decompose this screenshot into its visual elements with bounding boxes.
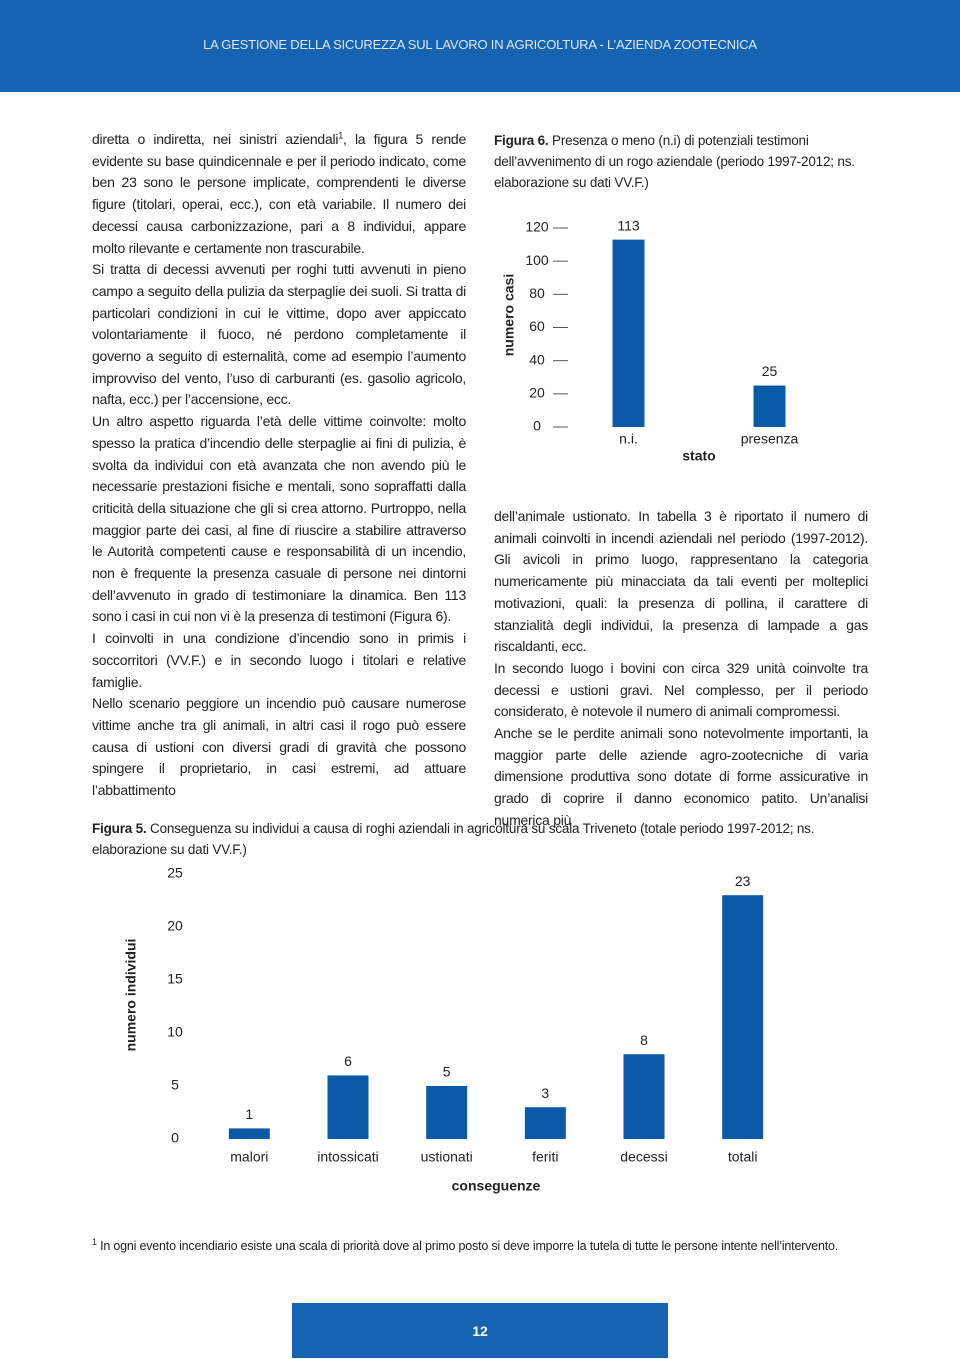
value-label: 6: [344, 1053, 352, 1069]
bar: [612, 239, 645, 427]
value-label: 3: [541, 1085, 549, 1101]
paragraph: Nello scenario peggiore un incendio può …: [92, 695, 466, 799]
text: , la figura 5 rende evidente su base qui…: [92, 131, 466, 256]
x-tick-label: n.i.: [619, 431, 638, 447]
x-axis-title: conseguenze: [452, 1178, 541, 1194]
footnote: 1 In ogni evento incendiario esiste una …: [92, 1236, 839, 1253]
bar: [327, 1075, 369, 1139]
y-tick-label: 80: [529, 285, 545, 301]
footnote-text: In ogni evento incendiario esiste una sc…: [100, 1239, 839, 1253]
right-column: dell’animale ustionato. In tabella 3 è r…: [494, 506, 868, 832]
footnote-ref: 1: [92, 1236, 97, 1247]
caption-label: Figura 5.: [92, 821, 147, 836]
y-tick-label: 100: [525, 252, 549, 268]
x-axis-title: stato: [682, 448, 715, 464]
paragraph: diretta o indiretta, nei sinistri aziend…: [92, 129, 466, 259]
x-tick-label: malori: [230, 1149, 268, 1165]
x-tick-label: decessi: [620, 1149, 667, 1165]
bar: [753, 385, 786, 427]
x-tick-label: presenza: [741, 431, 799, 447]
x-tick-label: ustionati: [421, 1149, 473, 1165]
bar: [623, 1054, 665, 1139]
page-number: 12: [292, 1303, 668, 1358]
paragraph: I coinvolti in una condizione d’incendio…: [92, 630, 466, 690]
y-tick-label: 25: [167, 865, 183, 881]
y-axis-title: numero casi: [501, 274, 517, 356]
y-tick-label: 40: [529, 351, 545, 367]
x-tick-label: feriti: [532, 1149, 558, 1165]
figure-caption: Figura 6. Presenza o meno (n.i) di poten…: [494, 130, 870, 193]
y-tick-label: 15: [167, 971, 183, 987]
header: LA GESTIONE DELLA SICUREZZA SUL LAVORO I…: [0, 0, 960, 92]
y-tick-label: 20: [167, 918, 183, 934]
paragraph: Un altro aspetto riguarda l’età delle vi…: [92, 413, 466, 625]
footnote-ref: 1: [338, 130, 343, 141]
y-tick-label: 120: [525, 219, 549, 235]
header-title: LA GESTIONE DELLA SICUREZZA SUL LAVORO I…: [203, 37, 757, 52]
x-tick-label: totali: [728, 1149, 758, 1165]
bar: [426, 1086, 468, 1139]
y-tick-label: 20: [529, 385, 545, 401]
y-tick-label: 5: [171, 1077, 179, 1093]
value-label: 25: [762, 363, 778, 379]
y-tick-label: 60: [529, 318, 545, 334]
y-tick-label: 0: [533, 418, 541, 434]
value-label: 113: [617, 217, 640, 233]
paragraph: In secondo luogo i bovini con circa 329 …: [494, 659, 868, 720]
value-label: 1: [245, 1106, 253, 1122]
y-axis-title: numero individui: [123, 939, 139, 1052]
figure-caption: Figura 5. Conseguenza su individui a cau…: [92, 818, 872, 860]
caption-text: Conseguenza su individui a causa di rogh…: [92, 821, 815, 857]
bar: [524, 1107, 566, 1139]
value-label: 23: [735, 873, 751, 889]
paragraph: dell’animale ustionato. In tabella 3 è r…: [494, 508, 868, 655]
paragraph: Si tratta di decessi avvenuti per roghi …: [92, 261, 466, 408]
left-column: diretta o indiretta, nei sinistri aziend…: [92, 129, 466, 802]
paragraph: Anche se le perdite animali sono notevol…: [494, 725, 868, 828]
caption-text: Presenza o meno (n.i) di potenziali test…: [494, 133, 855, 190]
x-tick-label: intossicati: [317, 1149, 378, 1165]
text: diretta o indiretta, nei sinistri aziend…: [92, 131, 339, 147]
y-tick-label: 10: [167, 1024, 183, 1040]
caption-label: Figura 6.: [494, 133, 549, 148]
y-tick-label: 0: [171, 1130, 179, 1146]
value-label: 5: [443, 1064, 451, 1080]
value-label: 8: [640, 1032, 648, 1048]
bar: [722, 895, 764, 1139]
bar: [228, 1128, 270, 1139]
